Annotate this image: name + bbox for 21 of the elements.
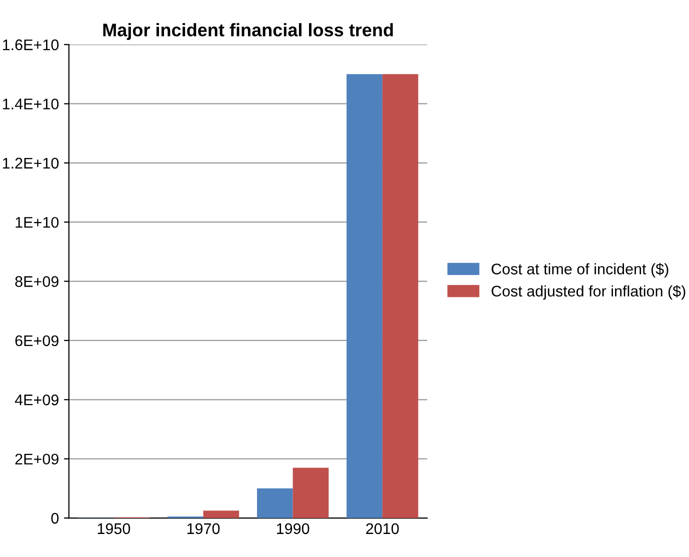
bar	[256, 488, 293, 518]
y-tick-label: 4E+09	[14, 394, 58, 406]
bar	[292, 468, 329, 518]
legend-label: Cost adjusted for inflation ($)	[492, 285, 686, 300]
x-tick-label: 1990	[277, 523, 310, 534]
bar	[346, 74, 382, 518]
y-tick-label: 6E+09	[15, 335, 58, 346]
y-tick-label: 2E+09	[15, 454, 58, 465]
y-tick-label: 1.4E+10	[3, 98, 59, 110]
y-tick-label: 0	[51, 512, 59, 524]
legend-label: Cost at time of incident ($)	[492, 262, 668, 278]
bar	[203, 510, 240, 518]
x-tick-label: 2010	[366, 523, 399, 534]
y-tick-label: 1.2E+10	[3, 158, 59, 169]
y-tick-label: 8E+09	[15, 276, 58, 287]
x-tick-label: 1970	[187, 523, 220, 534]
x-tick-label: 1950	[98, 523, 130, 534]
bar	[382, 74, 418, 518]
chart-title: Major incident financial loss trend	[103, 23, 393, 40]
y-tick-label: 1.6E+10	[3, 39, 59, 50]
y-tick-label: 1E+10	[16, 216, 59, 228]
